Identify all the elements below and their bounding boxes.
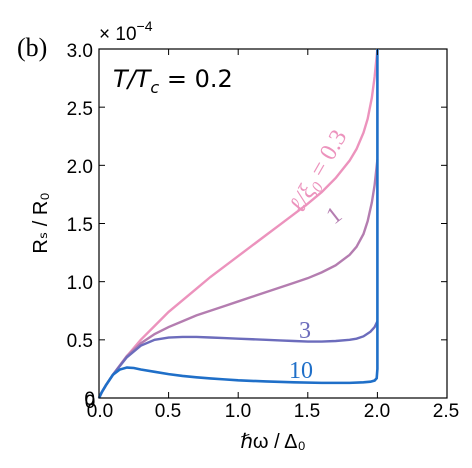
y-multiplier: × 10−4 (99, 18, 153, 45)
series-group (97, 48, 379, 399)
x-ticks (98, 49, 448, 398)
x-tick-label-1.0: 1.0 (225, 401, 251, 422)
x-axis-label: ℏω / Δ₀ (240, 431, 306, 453)
series-label-1: 1 (322, 202, 347, 230)
panel-label: (b) (17, 33, 47, 62)
plot-frame (98, 48, 448, 399)
y-tick-label-3.0: 3.0 (67, 41, 93, 62)
series-label-3: 3 (299, 318, 311, 344)
y-ticks (99, 48, 447, 399)
x-tick-label-0: 0 (85, 392, 96, 413)
x-tick-label-1.5: 1.5 (294, 401, 320, 422)
y-multiplier-base: × 10 (99, 24, 137, 45)
series-line-1 (97, 159, 379, 399)
y-tick-label-2.0: 2.0 (67, 157, 93, 178)
annotation-temperature-sub: c (150, 78, 159, 97)
y-tick-label-0: 0 (84, 389, 95, 410)
y-multiplier-exp: −4 (137, 18, 153, 34)
x-tick-label-0.0: 0.0 (87, 401, 113, 422)
y-axis-label: Rₛ / R₀ (30, 192, 52, 253)
y-tick-label-2.5: 2.5 (67, 99, 93, 120)
series-label-10: 10 (289, 358, 313, 384)
series-line-3 (97, 320, 379, 399)
x-tick-label-0.5: 0.5 (155, 401, 181, 422)
x-tick-label-2.5: 2.5 (433, 401, 459, 422)
series-label-l-xi-value: = 0.3 (302, 126, 352, 187)
annotation-temperature-base: T/T (113, 65, 153, 93)
annotation-temperature: T/Tc = 0.2 (113, 65, 233, 97)
y-tick-label-1.0: 1.0 (67, 273, 93, 294)
x-tick-label-2.0: 2.0 (364, 401, 390, 422)
y-tick-label-0.5: 0.5 (67, 331, 93, 352)
series-line-10 (97, 49, 379, 399)
annotation-temperature-value: = 0.2 (159, 65, 233, 93)
y-tick-label-1.5: 1.5 (67, 215, 93, 236)
series-label-l-xi-0.3: ℓ/ξ0 = 0.3 (285, 126, 355, 219)
